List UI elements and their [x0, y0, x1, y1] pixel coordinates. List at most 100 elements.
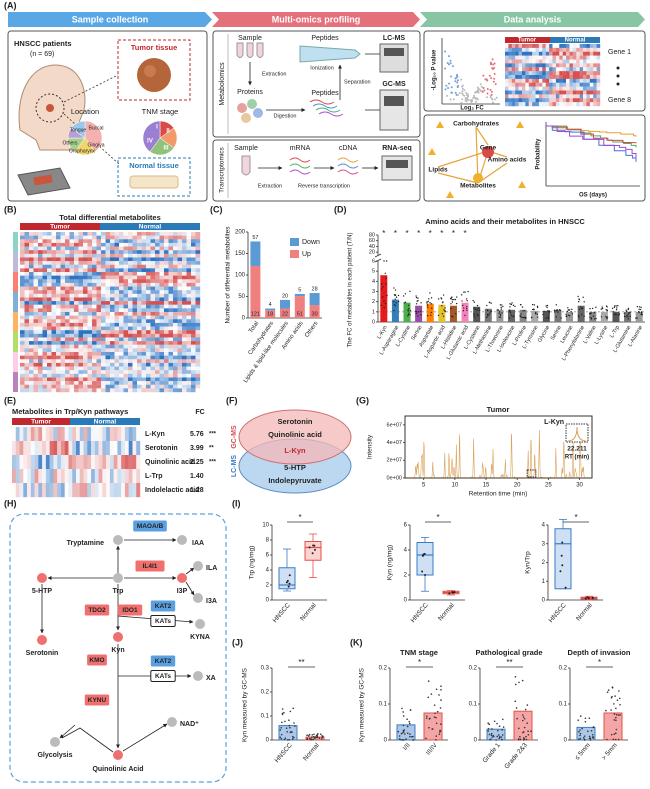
axis-label: Kyn measured by GC-MS — [242, 667, 249, 742]
volcano-point — [475, 100, 478, 103]
label: 22.211 — [567, 446, 587, 453]
heatmap-cell — [91, 483, 96, 498]
sample-point — [531, 308, 534, 311]
sample-point — [441, 313, 444, 315]
volcano-point — [461, 98, 464, 101]
heatmap-cell — [42, 301, 48, 305]
heatmap-cell — [589, 47, 594, 52]
heatmap-cell — [168, 373, 174, 378]
sample-point — [553, 311, 556, 313]
heatmap-cell — [191, 373, 196, 378]
label: Peptides — [311, 35, 339, 42]
heatmap-cell — [159, 315, 165, 320]
heatmap-cell — [119, 293, 124, 298]
heatmap-cell — [87, 253, 93, 258]
heatmap-cell — [29, 344, 34, 349]
heatmap-cell — [51, 275, 57, 280]
sample-point — [477, 307, 480, 310]
heatmap-cell — [87, 304, 93, 309]
heatmap-cell — [155, 232, 160, 236]
heatmap-cell — [87, 275, 93, 280]
heatmap-cell — [586, 59, 591, 64]
heatmap-cell — [538, 86, 543, 91]
sample-point — [601, 307, 604, 310]
protein — [253, 108, 263, 118]
heatmap-cell — [23, 483, 28, 498]
heatmap-cell — [78, 257, 84, 262]
heatmap-cell — [191, 301, 196, 305]
heatmap-cell — [545, 71, 550, 76]
heatmap-cell — [532, 59, 536, 64]
heatmap-cell — [38, 312, 43, 316]
heatmap-cell — [579, 98, 584, 103]
sample-point — [398, 735, 401, 737]
heatmap-cell — [56, 257, 61, 262]
heatmap-cell — [114, 250, 120, 255]
heatmap-cell — [596, 63, 601, 68]
heatmap-cell — [60, 388, 66, 393]
label: Peptides — [311, 90, 339, 97]
heatmap-cell — [168, 242, 174, 247]
heatmap-cell — [177, 388, 183, 393]
heatmap-cell — [47, 362, 52, 367]
heatmap-cell — [12, 455, 16, 470]
heatmap-cell — [150, 308, 156, 313]
heatmap-cell — [136, 455, 141, 470]
heatmap-cell — [177, 297, 183, 302]
heatmap-cell — [191, 366, 196, 371]
heatmap-cell — [29, 308, 34, 313]
heatmap-cell — [87, 261, 93, 265]
sample-point — [293, 722, 295, 724]
heatmap-cell — [56, 344, 61, 349]
heatmap-cell — [555, 55, 560, 60]
heatmap-cell — [42, 362, 48, 367]
heatmap-cell — [96, 275, 102, 280]
volcano-point — [444, 50, 447, 53]
heatmap-cell — [110, 235, 115, 240]
volcano-point — [467, 94, 470, 97]
heatmap-cell — [583, 47, 587, 52]
heatmap-cell — [83, 330, 88, 335]
heatmap-cell — [24, 304, 30, 309]
heatmap-cell — [12, 469, 16, 484]
volcano-point — [491, 101, 494, 104]
heatmap-cell — [78, 312, 84, 316]
heatmap-cell — [589, 59, 594, 64]
sample-point — [283, 738, 286, 741]
heatmap-cell — [24, 293, 30, 298]
heatmap-cell — [110, 301, 115, 305]
node-icon — [446, 191, 454, 198]
heatmap-cell — [128, 286, 133, 291]
heatmap-cell — [60, 264, 66, 269]
sample-point — [467, 290, 469, 293]
heatmap-cell — [141, 257, 147, 262]
heatmap-cell — [65, 381, 70, 385]
heatmap-cell — [105, 381, 111, 385]
heatmap-cell — [114, 232, 120, 236]
heatmap-cell — [576, 82, 580, 87]
heatmap-cell — [29, 279, 34, 284]
heatmap-cell — [110, 286, 115, 291]
heatmap-cell — [545, 78, 550, 83]
heatmap-cell — [56, 326, 61, 331]
sample-point — [385, 277, 387, 279]
heatmap-cell — [173, 388, 178, 393]
volcano-point — [448, 55, 451, 58]
heatmap-cell — [518, 59, 523, 64]
sample-point — [591, 307, 594, 310]
sample-point — [640, 311, 643, 314]
y-tick-label: 0.1 — [559, 702, 568, 708]
heatmap-cell — [68, 441, 73, 456]
sample-point — [409, 722, 411, 725]
heatmap-cell — [65, 330, 70, 335]
sample-point — [476, 304, 479, 307]
sample-point — [279, 736, 282, 739]
heatmap-cell — [186, 381, 192, 385]
heatmap-cell — [136, 469, 141, 484]
heatmap-cell — [105, 253, 111, 258]
sample-point — [420, 314, 422, 316]
heatmap-cell — [24, 348, 30, 353]
sample-point — [618, 690, 620, 692]
heatmap-cell — [38, 286, 43, 291]
heatmap-cell — [177, 348, 183, 353]
